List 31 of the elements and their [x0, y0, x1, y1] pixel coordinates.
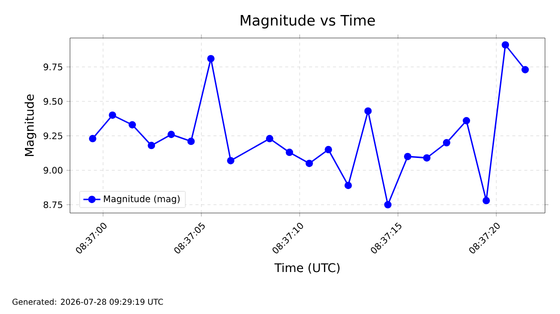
- point: [462, 116, 470, 124]
- y-tick-label: 9.50: [44, 98, 62, 105]
- point: [423, 154, 430, 162]
- point: [502, 41, 510, 49]
- point: [148, 142, 156, 150]
- point: [168, 130, 175, 138]
- y-tick-label: 9.75: [44, 64, 62, 70]
- point: [522, 66, 529, 74]
- point: [108, 111, 116, 119]
- x-axis-title: Time (UTC): [274, 262, 340, 274]
- point: [364, 107, 372, 115]
- chart-title: Magnitude vs Time: [240, 14, 375, 28]
- point: [88, 134, 96, 142]
- point: [306, 160, 313, 168]
- point: [344, 182, 352, 190]
- y-tick-label: 8.75: [44, 201, 62, 208]
- point: [442, 139, 450, 146]
- y-tick-label: 9.00: [44, 166, 62, 174]
- point: [286, 148, 294, 156]
- point: [187, 138, 195, 146]
- point: [227, 156, 234, 164]
- y-tick-label: 9.25: [44, 132, 62, 140]
- legend-label: Magnitude (mag): [104, 195, 180, 204]
- point: [384, 201, 392, 208]
- y-axis-title: Magnitude: [24, 94, 36, 156]
- point: [128, 121, 136, 128]
- point: [207, 54, 215, 62]
- point: [404, 152, 412, 160]
- point: [324, 146, 332, 154]
- point: [482, 196, 490, 204]
- point: [266, 134, 274, 142]
